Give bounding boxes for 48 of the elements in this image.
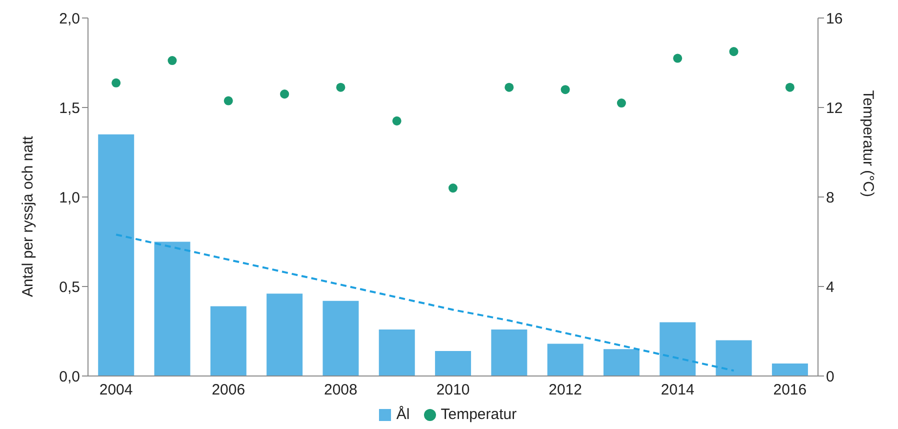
point <box>785 82 794 92</box>
bar <box>435 350 472 376</box>
y-tick-label: 1,0 <box>59 189 80 206</box>
bar <box>716 340 752 376</box>
x-tick-label: 2004 <box>99 382 133 399</box>
point <box>280 90 290 99</box>
x-tick-label: 2012 <box>548 382 582 399</box>
y2-axis-title: Temperatur (°C) <box>860 90 877 197</box>
bar <box>266 294 303 376</box>
y2-tick-label: 8 <box>826 189 834 206</box>
x-tick-label: 2006 <box>212 382 246 399</box>
y2-tick-label: 4 <box>826 278 834 296</box>
bar <box>547 344 584 376</box>
point <box>673 54 682 63</box>
y-tick-label: 0,0 <box>59 368 80 386</box>
point <box>168 56 177 66</box>
bar <box>378 329 415 376</box>
x-tick-label: 2008 <box>324 382 358 399</box>
bar <box>660 322 696 376</box>
x-tick-label: 2010 <box>436 382 470 399</box>
point <box>504 82 514 92</box>
y2-tick-label: 0 <box>826 368 834 386</box>
bar <box>491 329 528 376</box>
line-series <box>115 234 735 372</box>
y-axis-title: Antal per ryssja och natt <box>19 135 36 297</box>
point <box>729 47 738 56</box>
legend-label: Temperatur <box>440 406 517 423</box>
x-tick-label: 2014 <box>660 382 694 399</box>
point <box>560 85 570 94</box>
bar <box>772 363 808 376</box>
legend-label: Ål <box>396 406 410 423</box>
bar <box>603 349 640 376</box>
point <box>336 82 346 92</box>
bar <box>98 134 134 376</box>
y2-tick-label: 16 <box>826 10 843 28</box>
bar <box>210 306 246 376</box>
point <box>224 96 233 106</box>
bar <box>322 300 359 376</box>
x-tick-label: 2016 <box>773 382 807 399</box>
y-tick-label: 2,0 <box>59 10 80 28</box>
point <box>448 184 458 193</box>
point <box>392 116 402 126</box>
point <box>112 78 121 88</box>
y2-tick-label: 12 <box>826 100 843 117</box>
y-tick-label: 0,5 <box>59 278 80 296</box>
y-tick-label: 1,5 <box>59 100 80 117</box>
bar <box>154 242 190 376</box>
point <box>616 98 626 108</box>
